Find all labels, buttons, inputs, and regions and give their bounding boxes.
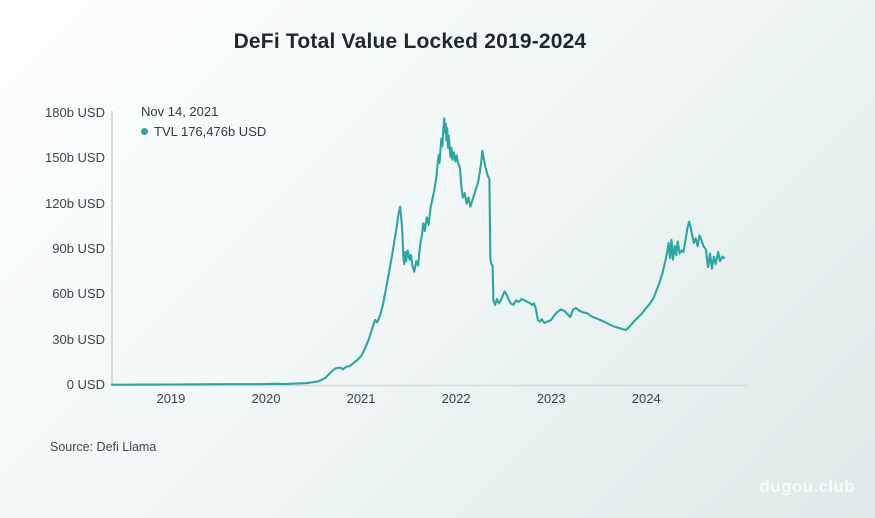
y-tick-label: 90b USD xyxy=(52,241,105,256)
x-tick-label: 2019 xyxy=(156,391,186,406)
tvl-line xyxy=(110,117,726,386)
x-tick-label: 2023 xyxy=(536,391,566,406)
x-tick-label: 2022 xyxy=(441,391,471,406)
chart-title: DeFi Total Value Locked 2019-2024 xyxy=(233,30,587,53)
y-tick-label: 150b USD xyxy=(45,150,105,166)
x-tick-label: 2020 xyxy=(251,391,281,406)
tooltip-value: TVL 176,476b USD xyxy=(154,124,267,139)
y-tick-label: 60b USD xyxy=(52,286,105,302)
y-tick-label: 120b USD xyxy=(45,195,105,211)
watermark: dugou.club xyxy=(759,477,855,496)
tooltip-date: Nov 14, 2021 xyxy=(141,104,219,119)
source-label: Source: Defi Llama xyxy=(50,440,157,454)
x-tick-label: 2021 xyxy=(346,391,376,406)
x-tick-label: 2024 xyxy=(631,391,661,406)
y-tick-label: 30b USD xyxy=(52,331,105,347)
y-tick-label: 180b USD xyxy=(45,105,105,120)
legend-dot-icon xyxy=(141,128,148,135)
tooltip: Nov 14, 2021 TVL 176,476b USD xyxy=(141,104,266,139)
y-tick-label: 0 USD xyxy=(66,377,105,392)
